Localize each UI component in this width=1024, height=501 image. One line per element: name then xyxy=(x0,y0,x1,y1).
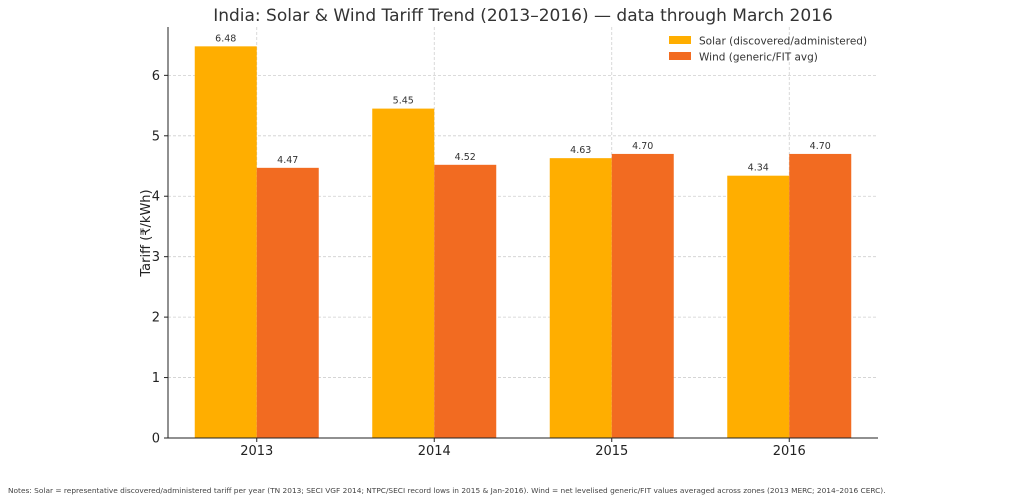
chart-title: India: Solar & Wind Tariff Trend (2013–2… xyxy=(213,6,833,26)
y-tick-label-4: 4 xyxy=(152,190,160,205)
axes: 0 1 2 3 4 5 6 2013 2014 2015 2016 xyxy=(152,27,878,459)
data-labels: 6.48 4.47 5.45 4.52 4.63 4.70 4.34 4.70 xyxy=(215,33,831,173)
data-label-solar-2014: 5.45 xyxy=(393,96,414,107)
bar-wind-2016 xyxy=(789,153,852,439)
x-tick-label-2015: 2015 xyxy=(595,444,628,459)
data-label-solar-2015: 4.63 xyxy=(570,145,591,156)
legend-swatch-wind xyxy=(669,52,691,60)
x-tick-label-2016: 2016 xyxy=(773,444,806,459)
legend: Solar (discovered/administered) Wind (ge… xyxy=(669,36,867,64)
bar-solar-2013 xyxy=(194,46,257,438)
bars xyxy=(194,46,852,439)
y-tick-label-5: 5 xyxy=(152,129,160,144)
legend-swatch-solar xyxy=(669,36,691,44)
y-tick-label-0: 0 xyxy=(152,432,160,447)
bar-wind-2014 xyxy=(434,164,497,438)
data-label-solar-2013: 6.48 xyxy=(215,33,236,44)
data-label-solar-2016: 4.34 xyxy=(748,163,769,174)
data-label-wind-2015: 4.70 xyxy=(632,141,653,152)
data-label-wind-2013: 4.47 xyxy=(277,155,298,166)
bar-wind-2013 xyxy=(256,167,319,438)
data-label-wind-2016: 4.70 xyxy=(810,141,831,152)
y-tick-label-1: 1 xyxy=(152,371,160,386)
y-tick-label-6: 6 xyxy=(152,69,160,84)
x-tick-label-2014: 2014 xyxy=(418,444,451,459)
bar-solar-2014 xyxy=(372,108,435,439)
chart-notes: Notes: Solar = representative discovered… xyxy=(8,486,886,495)
y-axis-label: Tariff (₹/kWh) xyxy=(139,189,154,277)
y-tick-label-2: 2 xyxy=(152,311,160,326)
legend-label-wind: Wind (generic/FIT avg) xyxy=(699,52,818,64)
bar-solar-2015 xyxy=(549,158,612,438)
legend-label-solar: Solar (discovered/administered) xyxy=(699,36,867,48)
bar-solar-2016 xyxy=(727,175,790,438)
y-tick-label-3: 3 xyxy=(152,250,160,265)
data-label-wind-2014: 4.52 xyxy=(455,152,476,163)
x-tick-label-2013: 2013 xyxy=(240,444,273,459)
bar-wind-2015 xyxy=(611,153,674,439)
